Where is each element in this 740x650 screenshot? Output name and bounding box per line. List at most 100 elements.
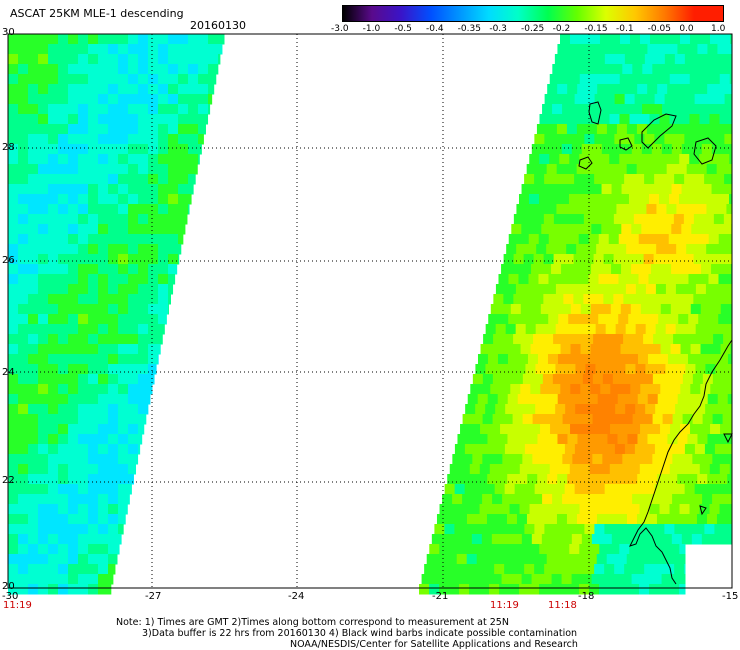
swath-cell	[58, 484, 69, 495]
swath-cell	[424, 564, 435, 575]
swath-cell	[88, 304, 99, 315]
swath-cell	[475, 404, 486, 415]
lon-label-21: -21	[432, 591, 449, 602]
swath-cell	[513, 254, 525, 265]
swath-cell	[168, 84, 179, 95]
swath-cell	[710, 384, 721, 395]
swath-cell	[676, 124, 688, 135]
swath-cell	[592, 494, 603, 505]
swath-cell	[595, 324, 607, 335]
swath-cell	[470, 424, 481, 435]
swath-cell	[48, 284, 59, 295]
swath-cell	[630, 344, 642, 355]
swath-cell	[128, 314, 139, 325]
swath-cell	[58, 444, 69, 455]
swath-cell	[98, 164, 109, 175]
swath-cell	[108, 284, 119, 295]
swath-cell	[496, 514, 508, 525]
swath-cell	[108, 344, 119, 355]
swath-cell	[58, 234, 69, 245]
swath-cell	[78, 564, 89, 575]
swath-cell	[158, 164, 169, 175]
swath-cell	[218, 54, 221, 65]
swath-cell	[48, 184, 59, 195]
swath-cell	[28, 334, 39, 345]
swath-cell	[633, 334, 644, 345]
swath-cell	[719, 114, 730, 125]
swath-cell	[689, 74, 701, 85]
swath-cell	[48, 314, 59, 325]
swath-cell	[594, 94, 606, 105]
swath-cell	[577, 84, 588, 95]
swath-cell	[108, 554, 118, 565]
swath-cell	[68, 574, 79, 585]
swath-cell	[689, 154, 700, 165]
swath-cell	[612, 104, 623, 115]
swath-cell	[108, 184, 119, 195]
swath-cell	[503, 294, 514, 305]
swath-cell	[38, 444, 49, 455]
swath-cell	[38, 284, 49, 295]
swath-cell	[719, 504, 731, 515]
swath-cell	[544, 174, 555, 185]
swath-cell	[148, 114, 159, 125]
swath-cell	[564, 134, 575, 145]
swath-cell	[509, 504, 521, 515]
swath-cell	[667, 434, 678, 445]
swath-cell	[601, 534, 613, 545]
swath-cell	[58, 164, 69, 175]
swath-cell	[8, 164, 19, 175]
swath-cell	[515, 364, 526, 375]
swath-cell	[8, 534, 19, 545]
swath-cell	[138, 214, 149, 225]
swath-cell	[719, 154, 730, 165]
swath-cell	[78, 114, 89, 125]
swath-cell	[514, 524, 525, 535]
swath-cell	[562, 104, 573, 115]
swath-cell	[68, 204, 79, 215]
swath-cell	[656, 204, 667, 215]
swath-cell	[158, 234, 169, 245]
swath-cell	[456, 514, 468, 525]
swath-cell	[68, 474, 79, 485]
swath-cell	[108, 94, 119, 105]
swath-cell	[707, 434, 718, 445]
swath-cell	[669, 504, 681, 515]
swath-cell	[579, 74, 591, 85]
swath-cell	[671, 264, 682, 275]
swath-cell	[28, 294, 39, 305]
swath-cell	[108, 294, 119, 305]
swath-cell	[78, 504, 89, 515]
swath-cell	[617, 434, 628, 445]
swath-cell	[687, 394, 699, 405]
swath-cell	[575, 284, 587, 295]
swath-cell	[605, 404, 616, 415]
swath-cell	[8, 404, 19, 415]
swath-cell	[535, 324, 547, 335]
swath-cell	[502, 454, 513, 465]
swath-cell	[68, 184, 79, 195]
swath-cell	[639, 154, 650, 165]
swath-cell	[609, 504, 621, 515]
swath-cell	[18, 64, 29, 75]
swath-cell	[138, 74, 149, 85]
swath-cell	[98, 34, 109, 45]
swath-cell	[673, 334, 684, 345]
swath-cell	[722, 454, 733, 465]
swath-cell	[538, 314, 549, 325]
swath-cell	[570, 344, 582, 355]
swath-cell	[68, 334, 79, 345]
swath-cell	[652, 494, 663, 505]
swath-cell	[148, 264, 159, 275]
swath-cell	[636, 514, 648, 525]
swath-cell	[639, 584, 650, 595]
swath-cell	[78, 174, 89, 185]
swath-cell	[536, 204, 547, 215]
swath-cell	[188, 204, 190, 215]
swath-cell	[670, 304, 682, 315]
swath-cell	[609, 544, 620, 555]
swath-cell	[596, 514, 608, 525]
swath-cell	[158, 224, 169, 235]
swath-cell	[642, 104, 653, 115]
swath-cell	[575, 324, 587, 335]
